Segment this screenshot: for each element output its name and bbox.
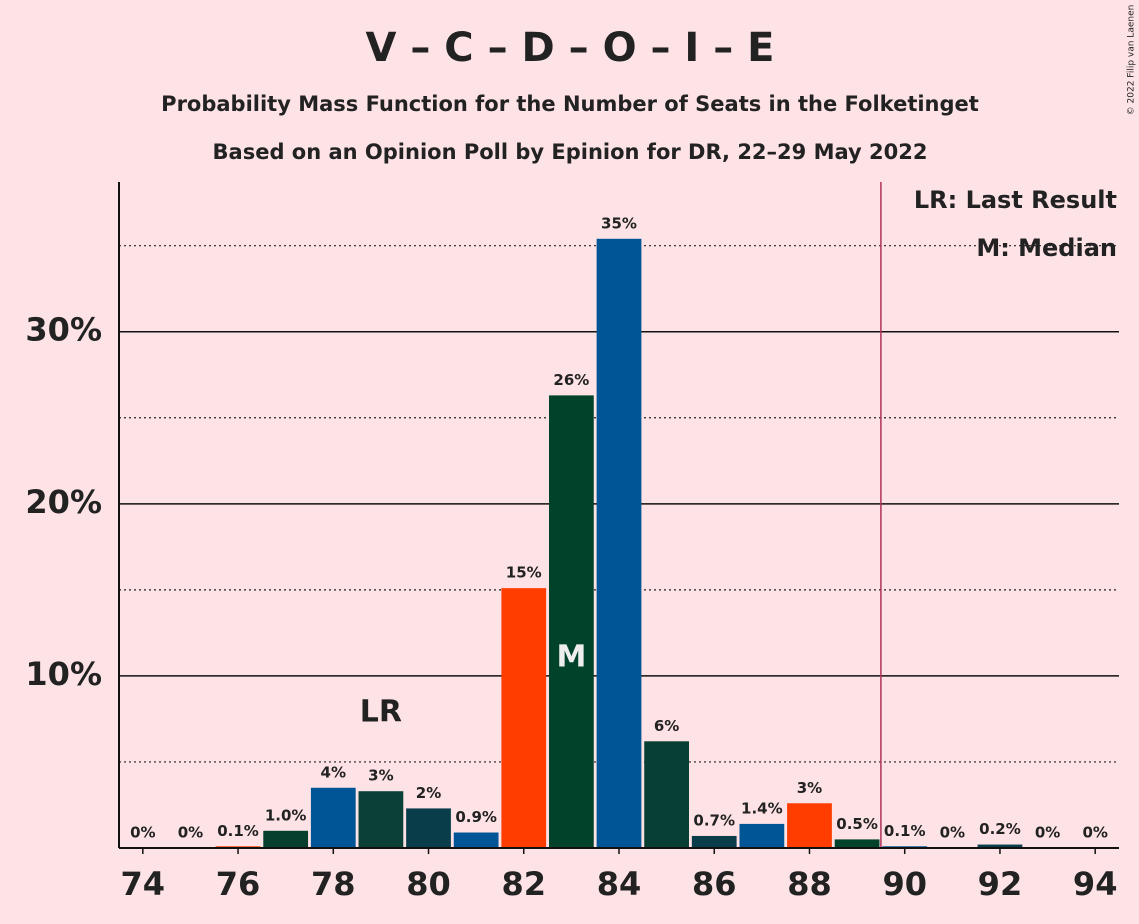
- last-result-marker: LR: [360, 695, 402, 730]
- x-tick-label: 90: [882, 865, 927, 903]
- bar: [406, 808, 451, 848]
- value-label: 0%: [1035, 824, 1060, 842]
- bar: [310, 787, 356, 848]
- bar: [739, 823, 785, 848]
- bar: [263, 830, 309, 848]
- y-tick-label: 10%: [25, 655, 102, 693]
- bar: [691, 835, 737, 848]
- bar: [453, 832, 499, 848]
- bar: [977, 844, 1023, 848]
- median-marker: M: [556, 639, 586, 674]
- value-label: 3%: [368, 767, 393, 785]
- value-label: 3%: [797, 779, 822, 797]
- x-tick-label: 88: [787, 865, 832, 903]
- bar: [549, 395, 594, 848]
- value-label: 0.1%: [217, 822, 259, 840]
- value-label: 0.5%: [836, 815, 878, 833]
- bar: [787, 803, 832, 848]
- bar: [644, 741, 689, 848]
- value-label: 1.0%: [265, 806, 307, 824]
- bar: [358, 791, 404, 848]
- value-label: 0%: [1082, 824, 1107, 842]
- y-tick-label: 20%: [25, 483, 102, 521]
- y-tick-label: 30%: [25, 311, 102, 349]
- value-label: 1.4%: [741, 799, 783, 817]
- x-tick-label: 78: [311, 865, 356, 903]
- chart-subtitle: Based on an Opinion Poll by Epinion for …: [213, 140, 928, 164]
- x-tick-label: 94: [1073, 865, 1118, 903]
- x-tick-label: 84: [597, 865, 642, 903]
- x-tick-label: 92: [978, 865, 1023, 903]
- value-label: 0.9%: [455, 808, 497, 826]
- legend-text: M: Median: [976, 234, 1117, 262]
- bar: [834, 839, 880, 848]
- copyright: © 2022 Filip van Laenen: [1127, 5, 1137, 116]
- value-label: 35%: [601, 214, 637, 232]
- x-tick-label: 80: [406, 865, 451, 903]
- x-tick-label: 82: [501, 865, 546, 903]
- x-tick-label: 74: [121, 865, 166, 903]
- value-label: 0%: [178, 824, 203, 842]
- value-label: 0.7%: [693, 811, 735, 829]
- value-label: 15%: [506, 564, 542, 582]
- legend-text: LR: Last Result: [914, 186, 1117, 214]
- value-label: 2%: [416, 784, 441, 802]
- x-tick-label: 86: [692, 865, 737, 903]
- x-tick-label: 76: [216, 865, 261, 903]
- value-label: 0%: [940, 824, 965, 842]
- chart-subtitle: Probability Mass Function for the Number…: [161, 92, 979, 116]
- value-label: 26%: [553, 371, 589, 389]
- value-label: 6%: [654, 717, 679, 735]
- bar: [596, 238, 642, 848]
- value-label: 0.1%: [884, 822, 926, 840]
- value-label: 0%: [130, 824, 155, 842]
- value-label: 0.2%: [979, 820, 1021, 838]
- bar: [501, 588, 547, 848]
- chart-title: V – C – D – O – I – E: [366, 25, 775, 71]
- value-label: 4%: [321, 763, 346, 781]
